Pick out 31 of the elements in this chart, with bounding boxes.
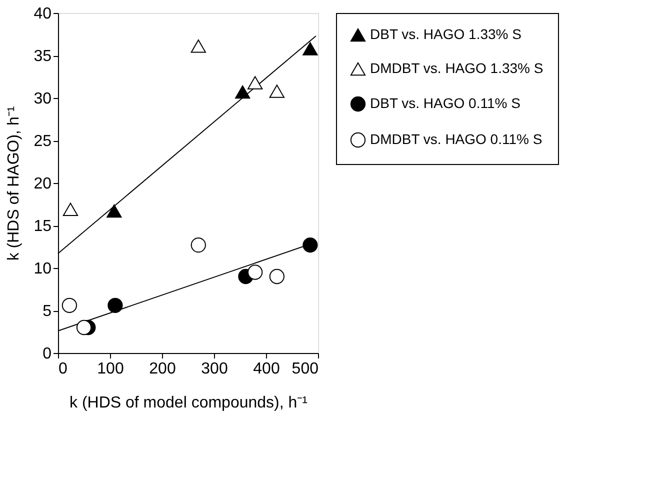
y-axis-title: k (HDS of HAGO), h⁻¹: [6, 106, 23, 261]
y-tick-label: 5: [42, 303, 52, 320]
point: [76, 320, 92, 336]
legend-label: DBT vs. HAGO 1.33% S: [370, 26, 522, 42]
legend-label: DMDBT vs. HAGO 1.33% S: [370, 60, 544, 76]
x-axis-title: k (HDS of model compounds), h⁻¹: [70, 394, 308, 412]
x-tick-label: 400: [253, 360, 280, 378]
point: [106, 204, 122, 218]
point: [302, 42, 318, 56]
y-tick-label: 15: [34, 218, 52, 235]
x-tick-label: 100: [97, 360, 124, 378]
y-tick-label: 10: [34, 260, 52, 278]
x-tick-label: 300: [201, 360, 228, 378]
y-tick-label: 30: [34, 90, 52, 108]
y-tick-label: 25: [34, 133, 52, 150]
point: [235, 85, 250, 99]
point: [62, 202, 78, 216]
point: [108, 298, 123, 313]
point: [248, 76, 263, 90]
x-tick-label: 0: [58, 360, 68, 378]
x-tick-label: 500: [292, 360, 319, 378]
legend-label: DMDBT vs. HAGO 0.11% S: [370, 131, 542, 147]
y-tick-label: 35: [34, 48, 52, 65]
point: [269, 84, 284, 98]
point: [190, 40, 206, 53]
y-tick-label: 20: [34, 176, 52, 192]
x-tick-label: 200: [149, 360, 176, 378]
legend-label: DBT vs. HAGO 0.11% S: [370, 95, 520, 111]
y-tick-label: 40: [34, 6, 52, 22]
point: [302, 237, 318, 253]
y-tick-label: 0: [42, 346, 52, 362]
